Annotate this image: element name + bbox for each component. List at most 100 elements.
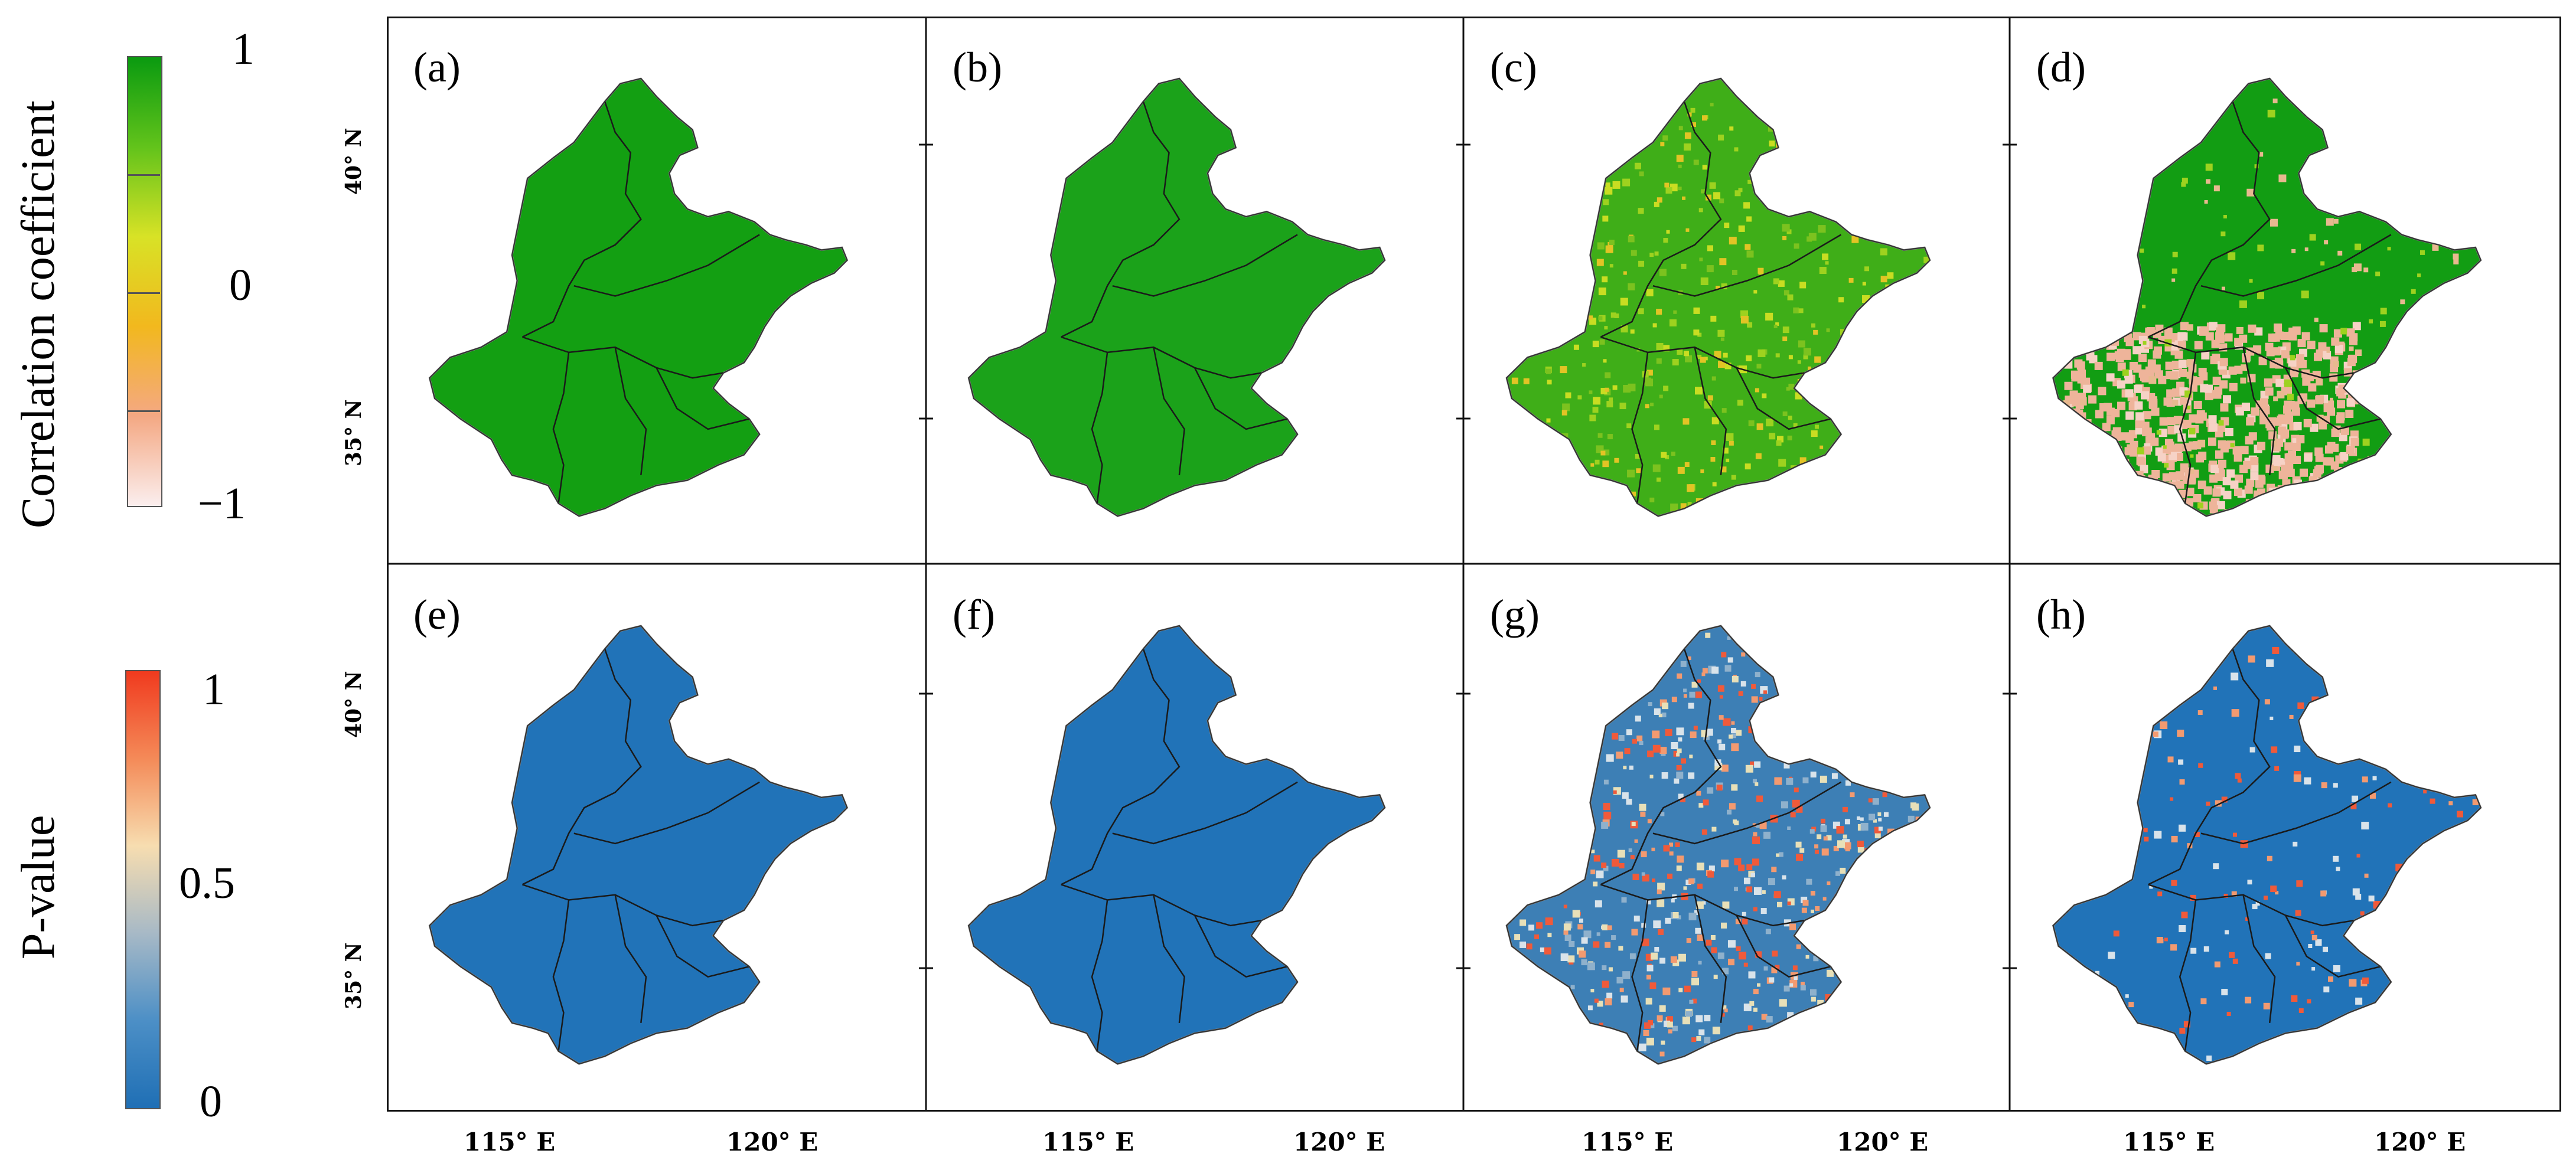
- pixel-cell: [1851, 236, 1859, 243]
- pixel-cell: [1675, 842, 1680, 848]
- pixel-cell: [2075, 324, 2084, 333]
- pixel-cell: [1696, 790, 1701, 796]
- pixel-cell: [2171, 278, 2176, 282]
- pixel-cell: [1734, 887, 1739, 891]
- pixel-cell: [1669, 319, 1677, 326]
- pixel-cell: [2068, 492, 2076, 501]
- pixel-cell: [1704, 1015, 1711, 1022]
- pixel-cell: [1773, 891, 1781, 898]
- pixel-cell: [1910, 802, 1917, 809]
- pixel-cell: [1738, 225, 1745, 232]
- pixel-cell: [2154, 370, 2163, 379]
- province-border: [1600, 884, 1805, 927]
- pixel-cell: [1755, 453, 1762, 459]
- pixel-cell: [2143, 411, 2151, 420]
- pixel-cell: [1786, 229, 1792, 234]
- pixel-cell: [2089, 452, 2098, 460]
- pixel-cell: [1825, 261, 1829, 265]
- map-panel: (d): [2036, 44, 2482, 517]
- pixel-cell: [2189, 414, 2197, 423]
- pixel-cell: [1687, 656, 1691, 661]
- pixel-cell: [1731, 475, 1736, 480]
- pixel-cell: [2197, 481, 2206, 489]
- pixel-cell: [1616, 751, 1623, 759]
- pixel-cell: [1688, 703, 1694, 709]
- pixel-cell: [1799, 848, 1805, 853]
- pixel-cell: [2076, 329, 2085, 338]
- pixel-cell: [2251, 407, 2259, 416]
- pixel-cell: [2346, 328, 2355, 337]
- pixel-cell: [1759, 697, 1763, 701]
- pixel-cell: [2111, 409, 2120, 417]
- pixel-cell: [2270, 886, 2277, 893]
- pixel-cell: [2274, 324, 2282, 332]
- pixel-cell: [2221, 796, 2228, 803]
- pixel-cell: [2219, 380, 2228, 389]
- pixel-cell: [2086, 466, 2095, 475]
- pixel-cell: [1685, 355, 1693, 362]
- pixel-cell: [1814, 424, 1819, 429]
- pixel-cell: [2177, 504, 2186, 513]
- pixel-cell: [1814, 844, 1819, 849]
- pixel-cell: [2327, 486, 2336, 495]
- pixel-cell: [1738, 691, 1743, 696]
- pixel-cell: [2163, 445, 2167, 449]
- pixel-cell: [1671, 742, 1678, 750]
- pixel-cell: [1616, 976, 1623, 984]
- pixel-cell: [1710, 315, 1717, 322]
- pixel-cell: [2301, 332, 2310, 341]
- pixel-cell: [2124, 469, 2132, 478]
- pixel-cell: [1823, 836, 1828, 841]
- pixel-cell: [1631, 491, 1636, 496]
- pixel-cell: [1594, 900, 1602, 908]
- pixel-cell: [2167, 756, 2174, 763]
- pixel-cell: [2350, 437, 2359, 446]
- pixel-cell: [1801, 907, 1807, 913]
- pixel-cell: [2236, 326, 2244, 334]
- pixel-cell: [2125, 488, 2134, 497]
- lon-label-120-c: 120° E: [1837, 1128, 1929, 1156]
- pixel-cell: [1603, 199, 1609, 205]
- pixel-cell: [2194, 341, 2203, 349]
- province-border: [2148, 884, 2355, 927]
- pixel-cell: [2352, 795, 2359, 802]
- pixel-cell: [2064, 502, 2073, 511]
- pixel-cell: [1742, 911, 1746, 916]
- pixel-cell: [2207, 437, 2216, 446]
- pixel-cell: [1644, 1022, 1651, 1029]
- pixel-cell: [1657, 477, 1661, 482]
- pixel-cell: [2296, 880, 2303, 887]
- pixel-cell: [2082, 424, 2091, 433]
- pixel-cell: [2197, 502, 2204, 509]
- pixel-cell: [1661, 1040, 1665, 1045]
- pixel-cell: [1707, 245, 1713, 251]
- pixel-cell: [1692, 998, 1697, 1004]
- pixel-cell: [2080, 452, 2089, 461]
- pixel-cell: [1683, 886, 1687, 890]
- pixel-cell: [1768, 878, 1775, 886]
- pixel-cell: [1614, 458, 1619, 463]
- pixel-cell: [2112, 507, 2121, 516]
- pixel-cell: [2199, 372, 2208, 381]
- pixel-cell: [2070, 342, 2079, 351]
- pixel-cell: [2333, 483, 2342, 492]
- pixel-cell: [2114, 468, 2123, 477]
- pixel-cell: [2214, 386, 2223, 395]
- pixel-cell: [1735, 919, 1741, 924]
- pixel-cell: [1796, 806, 1803, 813]
- pixel-cell: [1662, 703, 1669, 710]
- pixel-cell: [1793, 307, 1799, 313]
- pixel-cell: [2069, 509, 2078, 517]
- pixel-cell: [2213, 686, 2217, 690]
- pixel-cell: [1717, 361, 1725, 368]
- pixel-cell: [1731, 733, 1736, 739]
- pixel-cell: [2254, 327, 2263, 336]
- pixel-cell: [2216, 501, 2225, 509]
- pixel-cell: [1810, 772, 1817, 778]
- pixel-cell: [1605, 187, 1613, 195]
- pixel-cell: [1721, 860, 1729, 868]
- province-border: [1061, 884, 1262, 927]
- pixel-cell: [1723, 352, 1728, 358]
- province-border: [1694, 894, 1727, 1023]
- pixel-cell: [1798, 308, 1804, 313]
